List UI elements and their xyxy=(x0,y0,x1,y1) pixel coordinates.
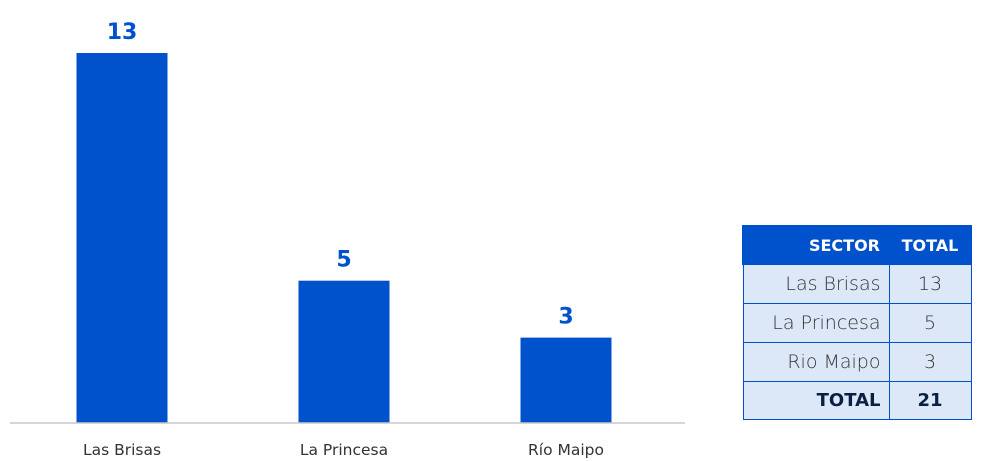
row-sector: Las Brisas xyxy=(742,263,890,304)
x-tick-label: Las Brisas xyxy=(83,441,161,459)
bar-chart: 13 5 3 Las Brisas La Princesa Río Maipo xyxy=(10,20,685,459)
row-total: 5 xyxy=(888,303,972,343)
row-sector: La Princesa xyxy=(742,303,890,343)
x-tick-label: Río Maipo xyxy=(528,441,604,459)
labels-layer: 13 5 3 xyxy=(107,20,574,330)
header-sector: SECTOR xyxy=(742,225,890,265)
table-footer-row: TOTAL 21 xyxy=(742,381,972,420)
bar-value-label: 3 xyxy=(558,305,573,330)
x-tick-label: La Princesa xyxy=(300,441,388,459)
bar-value-label: 5 xyxy=(336,248,351,273)
row-total: 13 xyxy=(888,263,972,304)
bars-layer xyxy=(76,53,612,423)
table-header-row: SECTOR TOTAL xyxy=(742,225,972,265)
row-sector: Rio Maipo xyxy=(742,342,890,382)
bar xyxy=(76,53,168,423)
footer-value: 21 xyxy=(888,381,972,420)
footer-label: TOTAL xyxy=(742,381,890,420)
summary-table: SECTOR TOTAL Las Brisas 13 La Princesa 5… xyxy=(742,225,972,420)
header-total: TOTAL xyxy=(888,225,972,265)
table-row: Rio Maipo 3 xyxy=(742,342,972,382)
bar xyxy=(520,337,612,423)
table-row: Las Brisas 13 xyxy=(742,263,972,304)
table-row: La Princesa 5 xyxy=(742,303,972,343)
bar xyxy=(298,280,390,423)
row-total: 3 xyxy=(888,342,972,382)
ticks-layer: Las Brisas La Princesa Río Maipo xyxy=(83,441,604,459)
bar-value-label: 13 xyxy=(107,20,138,45)
